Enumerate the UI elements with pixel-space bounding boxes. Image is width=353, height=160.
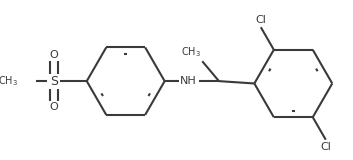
Text: Cl: Cl [320,142,331,152]
Text: Cl: Cl [256,15,266,25]
Text: O: O [49,50,58,60]
Text: O: O [49,102,58,112]
Text: CH$_3$: CH$_3$ [181,45,201,59]
Text: NH: NH [180,76,197,86]
Text: S: S [50,75,58,88]
Text: CH$_3$: CH$_3$ [0,74,18,88]
